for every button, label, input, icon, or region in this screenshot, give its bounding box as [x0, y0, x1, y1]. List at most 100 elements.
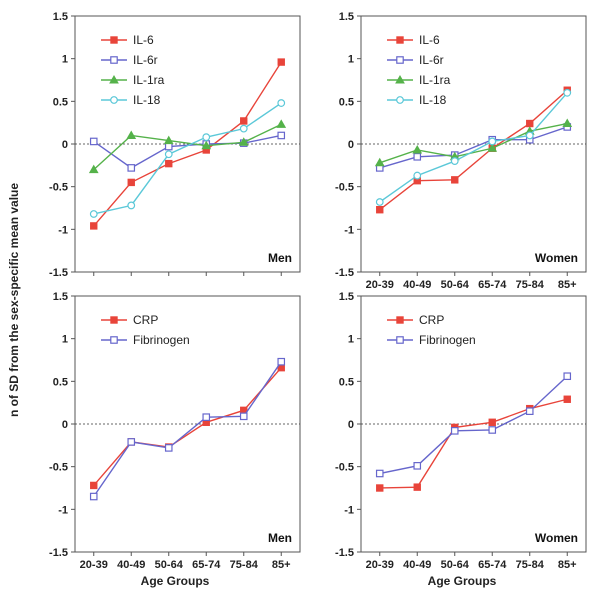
x-tick-label: 20-39	[366, 279, 394, 291]
y-tick-label: -1.5	[49, 267, 68, 279]
series-line-fibrinogen	[379, 375, 568, 475]
y-tick-label: -1.5	[335, 547, 354, 559]
y-tick-label: -1	[58, 504, 68, 516]
y-tick-label: 0.5	[53, 96, 68, 108]
x-tick-label: 20-39	[80, 559, 108, 571]
legend-marker	[396, 36, 404, 44]
data-point-il-6	[240, 117, 248, 125]
panel-label: Women	[535, 251, 578, 265]
data-point-fibrinogen	[202, 413, 211, 421]
series-line-crp	[93, 367, 282, 486]
data-point-fibrinogen	[239, 412, 248, 421]
series-line-il-6	[93, 61, 282, 227]
data-point-fibrinogen	[563, 372, 572, 381]
data-point-crp	[488, 418, 496, 426]
legend-label: IL-1ra	[419, 73, 451, 87]
data-point-il-1ra	[562, 118, 573, 128]
legend-marker	[110, 96, 118, 104]
data-point-il-18	[277, 99, 286, 107]
data-point-il-6	[127, 178, 135, 187]
legend-label: IL-6	[419, 33, 440, 47]
x-tick-label: 50-64	[441, 559, 470, 571]
data-point-il-18	[164, 150, 173, 159]
data-point-crp	[563, 395, 571, 403]
x-tick-label: 40-49	[403, 559, 431, 571]
legend-marker	[109, 74, 119, 84]
data-point-il-1ra	[201, 140, 212, 150]
data-point-crp	[376, 484, 384, 492]
legend-marker	[396, 96, 404, 104]
legend-marker	[110, 56, 118, 64]
x-tick-label: 50-64	[441, 279, 470, 291]
legend-label: IL-6	[133, 33, 154, 47]
legend-label: IL-18	[133, 93, 161, 107]
data-point-fibrinogen	[525, 407, 534, 416]
legend-label: IL-1ra	[133, 73, 165, 87]
data-point-il-6r	[413, 153, 422, 161]
y-tick-label: 1.5	[339, 11, 354, 23]
legend-marker	[395, 74, 405, 84]
data-point-il-1ra	[88, 164, 99, 174]
y-tick-label: 1.5	[339, 291, 354, 303]
data-point-il-18	[525, 131, 534, 140]
legend-marker	[396, 336, 404, 344]
data-point-il-18	[450, 157, 459, 165]
x-tick-label: 20-39	[366, 559, 394, 571]
y-tick-label: 0	[348, 139, 354, 151]
data-point-il-6	[277, 58, 285, 66]
legend-marker	[110, 336, 118, 344]
series-line-il-6r	[93, 134, 282, 169]
y-tick-label: -1.5	[335, 267, 354, 279]
data-point-il-1ra	[126, 130, 137, 139]
data-point-fibrinogen	[89, 492, 98, 501]
data-point-il-1ra	[276, 119, 287, 128]
x-tick-label: 85+	[272, 559, 291, 571]
series-line-il-18	[93, 102, 282, 215]
x-axis-label: Age Groups	[141, 574, 210, 588]
data-point-il-18	[202, 133, 211, 142]
data-point-il-6r	[127, 164, 136, 172]
data-point-fibrinogen	[488, 426, 497, 434]
y-tick-label: -1.5	[49, 547, 68, 559]
data-point-il-1ra	[487, 143, 498, 152]
legend-label: Fibrinogen	[419, 333, 476, 347]
data-point-il-18	[375, 198, 384, 206]
chart-panel-4: 1.5 1 0.5 0 -0.5 -1 -1.5 20-39 40-49 50-64 65-74 75…	[335, 291, 587, 571]
data-point-il-6	[526, 119, 534, 128]
data-point-fibrinogen	[413, 462, 422, 470]
data-point-il-18	[89, 210, 98, 218]
x-tick-label: 75-84	[230, 559, 259, 571]
x-tick-label: 65-74	[478, 279, 507, 291]
data-point-il-18	[488, 137, 497, 146]
y-tick-label: 1.5	[53, 11, 68, 23]
y-tick-label: 0.5	[339, 376, 354, 388]
legend-marker	[110, 316, 118, 324]
data-point-il-18	[413, 171, 422, 180]
data-point-il-6	[376, 206, 384, 214]
panel-label: Men	[268, 531, 292, 545]
y-axis-label: n of SD from the sex-specific mean value	[7, 183, 21, 417]
data-point-il-6r	[277, 131, 286, 140]
data-point-crp	[90, 481, 98, 490]
legend-marker	[396, 316, 404, 324]
y-tick-label: -0.5	[335, 182, 354, 194]
series-line-il-1ra	[379, 122, 568, 164]
data-point-il-1ra	[163, 135, 174, 145]
x-tick-label: 75-84	[516, 279, 545, 291]
x-tick-label: 85+	[558, 559, 577, 571]
x-axis-label-right: Age Groups	[428, 574, 497, 588]
y-tick-label: 1	[62, 334, 68, 346]
x-tick-label: 65-74	[192, 559, 221, 571]
data-point-il-1ra	[374, 157, 385, 167]
data-point-fibrinogen	[127, 438, 136, 446]
chart-panel-3: 1.5 1 0.5 0 -0.5 -1 -1.5 20-39 40-49 50-64 65-74 75…	[49, 291, 301, 571]
data-point-il-6r	[164, 142, 173, 151]
data-point-il-1ra	[412, 144, 423, 154]
y-tick-label: -0.5	[49, 182, 68, 194]
legend-label: CRP	[419, 313, 444, 327]
data-point-il-6	[90, 222, 98, 230]
data-point-il-6	[165, 159, 173, 168]
y-tick-label: 0.5	[53, 376, 68, 388]
legend-marker	[396, 56, 404, 64]
